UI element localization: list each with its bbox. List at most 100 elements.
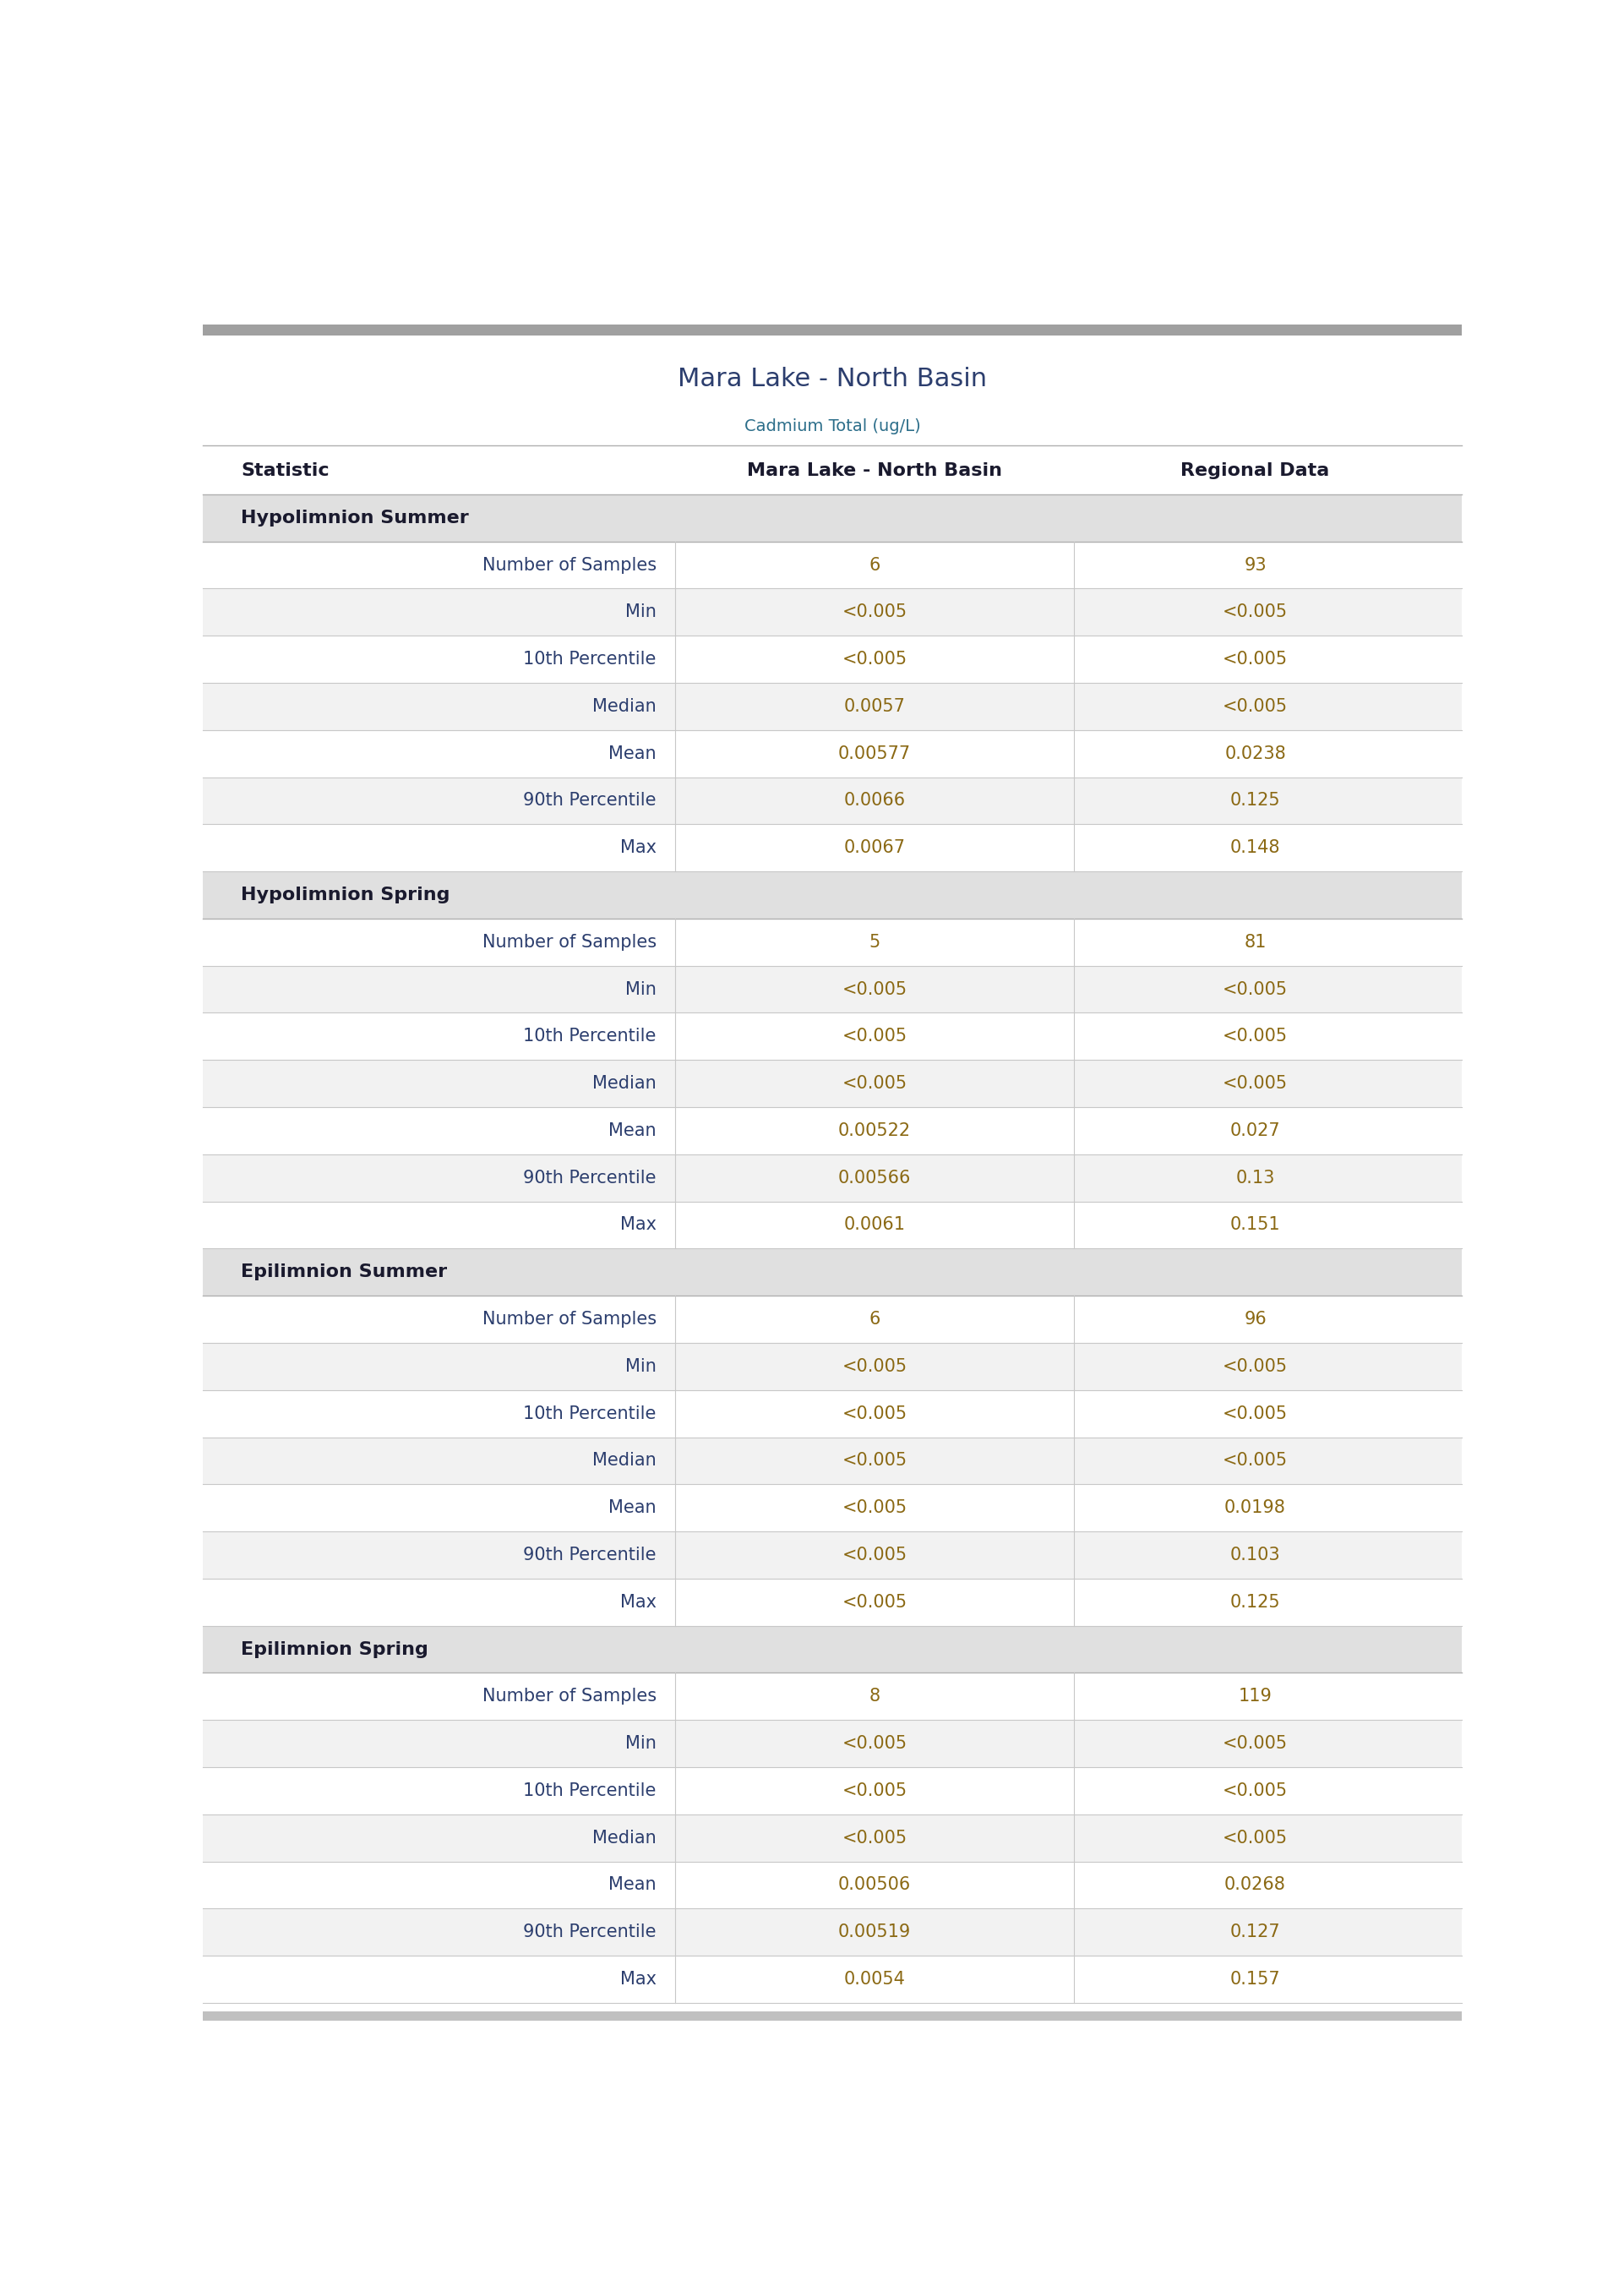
- Text: <0.005: <0.005: [1223, 1830, 1288, 1846]
- Text: <0.005: <0.005: [1223, 651, 1288, 667]
- Text: Mean: Mean: [609, 745, 656, 763]
- FancyBboxPatch shape: [203, 325, 1462, 336]
- Text: Number of Samples: Number of Samples: [482, 1689, 656, 1705]
- Text: 0.0061: 0.0061: [844, 1217, 906, 1233]
- Text: Median: Median: [593, 1076, 656, 1092]
- Text: 10th Percentile: 10th Percentile: [523, 651, 656, 667]
- FancyBboxPatch shape: [203, 1766, 1462, 1814]
- Text: 0.00577: 0.00577: [838, 745, 911, 763]
- FancyBboxPatch shape: [203, 1625, 1462, 1673]
- Text: 0.125: 0.125: [1229, 1594, 1280, 1612]
- Text: Mara Lake - North Basin: Mara Lake - North Basin: [677, 368, 987, 390]
- FancyBboxPatch shape: [203, 2011, 1462, 2020]
- FancyBboxPatch shape: [203, 1296, 1462, 1344]
- FancyBboxPatch shape: [203, 919, 1462, 965]
- Text: 0.00519: 0.00519: [838, 1923, 911, 1941]
- Text: <0.005: <0.005: [1223, 1782, 1288, 1800]
- FancyBboxPatch shape: [203, 1673, 1462, 1721]
- Text: <0.005: <0.005: [1223, 697, 1288, 715]
- Text: 0.0054: 0.0054: [844, 1970, 905, 1989]
- Text: 6: 6: [869, 556, 880, 574]
- Text: 90th Percentile: 90th Percentile: [523, 1546, 656, 1564]
- Text: 10th Percentile: 10th Percentile: [523, 1782, 656, 1800]
- Text: 0.00522: 0.00522: [838, 1121, 911, 1140]
- Text: Number of Samples: Number of Samples: [482, 933, 656, 951]
- Text: Regional Data: Regional Data: [1181, 463, 1330, 479]
- Text: 81: 81: [1244, 933, 1267, 951]
- Text: 0.13: 0.13: [1236, 1169, 1275, 1187]
- Text: Min: Min: [625, 1357, 656, 1376]
- Text: 93: 93: [1244, 556, 1267, 574]
- FancyBboxPatch shape: [203, 1249, 1462, 1296]
- Text: Cadmium Total (ug/L): Cadmium Total (ug/L): [744, 418, 921, 434]
- Text: <0.005: <0.005: [841, 1453, 908, 1469]
- FancyBboxPatch shape: [203, 636, 1462, 683]
- Text: 0.148: 0.148: [1229, 840, 1280, 856]
- FancyBboxPatch shape: [203, 1108, 1462, 1155]
- Text: Max: Max: [620, 1594, 656, 1612]
- Text: <0.005: <0.005: [841, 1830, 908, 1846]
- Text: Max: Max: [620, 840, 656, 856]
- Text: 0.127: 0.127: [1229, 1923, 1280, 1941]
- Text: Hypolimnion Summer: Hypolimnion Summer: [240, 508, 469, 527]
- FancyBboxPatch shape: [203, 776, 1462, 824]
- Text: <0.005: <0.005: [841, 1782, 908, 1800]
- Text: Max: Max: [620, 1217, 656, 1233]
- Text: 6: 6: [869, 1310, 880, 1328]
- Text: <0.005: <0.005: [841, 604, 908, 620]
- FancyBboxPatch shape: [203, 1344, 1462, 1389]
- Text: 90th Percentile: 90th Percentile: [523, 792, 656, 808]
- FancyBboxPatch shape: [203, 447, 1462, 495]
- Text: 90th Percentile: 90th Percentile: [523, 1923, 656, 1941]
- Text: <0.005: <0.005: [1223, 981, 1288, 999]
- Text: <0.005: <0.005: [1223, 604, 1288, 620]
- Text: Min: Min: [625, 604, 656, 620]
- FancyBboxPatch shape: [203, 872, 1462, 919]
- FancyBboxPatch shape: [203, 1155, 1462, 1201]
- Text: <0.005: <0.005: [1223, 1405, 1288, 1421]
- Text: 0.0067: 0.0067: [844, 840, 906, 856]
- Text: 0.0268: 0.0268: [1224, 1877, 1286, 1893]
- FancyBboxPatch shape: [203, 1389, 1462, 1437]
- FancyBboxPatch shape: [203, 1012, 1462, 1060]
- Text: <0.005: <0.005: [841, 1594, 908, 1612]
- Text: Number of Samples: Number of Samples: [482, 556, 656, 574]
- Text: <0.005: <0.005: [841, 1357, 908, 1376]
- Text: Min: Min: [625, 981, 656, 999]
- FancyBboxPatch shape: [203, 965, 1462, 1012]
- FancyBboxPatch shape: [203, 731, 1462, 776]
- Text: 0.103: 0.103: [1229, 1546, 1280, 1564]
- Text: 0.00506: 0.00506: [838, 1877, 911, 1893]
- FancyBboxPatch shape: [203, 1721, 1462, 1766]
- FancyBboxPatch shape: [203, 1437, 1462, 1485]
- FancyBboxPatch shape: [203, 543, 1462, 588]
- Text: 0.00566: 0.00566: [838, 1169, 911, 1187]
- Text: Epilimnion Summer: Epilimnion Summer: [240, 1264, 447, 1280]
- Text: <0.005: <0.005: [841, 1500, 908, 1516]
- FancyBboxPatch shape: [203, 588, 1462, 636]
- Text: Min: Min: [625, 1734, 656, 1752]
- Text: 10th Percentile: 10th Percentile: [523, 1028, 656, 1044]
- Text: Median: Median: [593, 1830, 656, 1846]
- Text: Mean: Mean: [609, 1500, 656, 1516]
- FancyBboxPatch shape: [203, 683, 1462, 731]
- Text: <0.005: <0.005: [841, 1734, 908, 1752]
- Text: Median: Median: [593, 1453, 656, 1469]
- Text: 96: 96: [1244, 1310, 1267, 1328]
- FancyBboxPatch shape: [203, 1909, 1462, 1957]
- Text: <0.005: <0.005: [841, 651, 908, 667]
- Text: <0.005: <0.005: [841, 1076, 908, 1092]
- Text: <0.005: <0.005: [841, 1546, 908, 1564]
- Text: Mara Lake - North Basin: Mara Lake - North Basin: [747, 463, 1002, 479]
- Text: <0.005: <0.005: [1223, 1076, 1288, 1092]
- Text: 10th Percentile: 10th Percentile: [523, 1405, 656, 1421]
- Text: 0.027: 0.027: [1229, 1121, 1280, 1140]
- Text: Mean: Mean: [609, 1121, 656, 1140]
- Text: 0.0198: 0.0198: [1224, 1500, 1286, 1516]
- Text: 0.0066: 0.0066: [844, 792, 906, 808]
- Text: <0.005: <0.005: [1223, 1453, 1288, 1469]
- Text: 0.0238: 0.0238: [1224, 745, 1286, 763]
- Text: 8: 8: [869, 1689, 880, 1705]
- Text: Epilimnion Spring: Epilimnion Spring: [240, 1641, 429, 1657]
- FancyBboxPatch shape: [203, 1532, 1462, 1578]
